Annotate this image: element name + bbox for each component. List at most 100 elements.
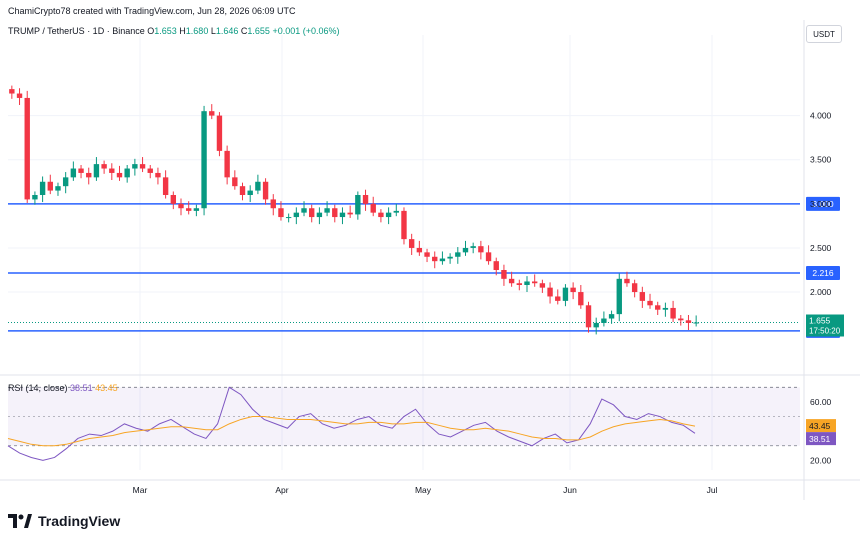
candle-body [209,111,215,116]
candle-body [370,203,376,213]
candle-body [101,164,107,169]
rsi-label: RSI (14, close) [8,383,68,393]
candle-body [332,208,338,218]
candle-body [531,281,538,284]
candle-body [432,256,438,262]
rsi-ma-tag [806,419,836,433]
price-tick-label: 2.500 [810,243,832,253]
open-label: O [147,26,155,36]
candles [9,85,699,335]
candle-body [439,258,446,262]
level-price-label: 2.216 [812,268,834,278]
candle-body [55,186,61,191]
candle-body [293,212,300,218]
candle-body [278,208,284,218]
last-price-label: 1.655 [809,316,831,326]
candle-body [555,296,561,301]
candle-body [109,168,115,173]
candle-body [501,270,507,279]
candle-body [216,115,223,151]
low-value: 1.646 [215,26,239,36]
high-value: 1.680 [185,26,209,36]
candle-body [93,164,100,178]
candle-body [193,208,200,211]
candle-body [124,168,130,178]
candle-body [447,256,453,259]
candle-body [524,281,530,285]
candle-body [178,203,184,209]
candle-body [416,247,423,253]
currency-selector[interactable]: USDT [806,25,842,43]
brand-text: TradingView [38,513,121,529]
candle-body [570,287,576,293]
candle-body [547,287,553,297]
candle-body [339,212,346,218]
rsi-ma-value: 43.45 [95,383,118,393]
rsi-ma-line [7,416,696,447]
time-tick-label: Mar [133,485,148,495]
candle-body [347,212,353,215]
candle-body [662,307,669,310]
candle-body [301,208,307,213]
low-label: L [210,26,216,36]
candle-body [132,164,138,169]
tradingview-logo[interactable]: TradingView [8,513,120,529]
candle-body [239,186,246,195]
high-label: H [179,26,186,36]
candle-body [655,305,661,310]
change-value: +0.001 (+0.06%) [272,26,340,36]
rsi-tick-label: 60.00 [810,397,832,407]
candle-body [424,252,430,257]
chart-attribution: ChamiCrypto78 created with TradingView.c… [8,6,296,16]
candle-body [639,292,646,301]
candle-body [316,212,323,218]
candle-body [324,208,330,213]
candle-body [670,307,676,319]
candle-body [493,261,499,270]
candle-body [539,283,546,288]
candle-body [601,318,607,323]
candle-body [647,300,653,306]
candle-body [285,217,292,219]
level-price-tag [806,266,840,280]
candle-body [147,168,153,173]
candle-body [393,210,399,213]
candle-body [478,246,484,253]
candle-body [355,195,361,215]
rsi-line [7,386,696,461]
candle-body [378,212,384,218]
candle-body [39,181,46,195]
candle-body [116,172,123,178]
candle-body [32,195,38,200]
candle-body [162,177,169,195]
candle-body [616,278,622,315]
symbol-name: TRUMP / TetherUS · 1D · Binance [8,26,145,36]
candle-body [247,190,253,195]
price-tick-label: 4.000 [810,111,832,121]
time-tick-label: Apr [275,485,288,495]
candle-body [508,278,515,284]
candle-body [693,322,699,324]
candle-body [593,322,599,328]
candle-body [9,89,15,94]
candle-body [255,181,261,191]
candle-body [408,239,415,248]
candle-body [70,168,77,178]
rsi-tick-label: 20.00 [810,455,832,465]
candle-body [562,287,569,301]
price-tick-label: 2.000 [810,287,832,297]
rsi-value: 38.51 [70,383,93,393]
candle-body [86,172,92,178]
candle-body [624,278,630,284]
symbol-info: TRUMP / TetherUS · 1D · Binance O1.653 H… [8,26,340,36]
time-tick-label: May [415,485,432,495]
candle-body [139,164,146,169]
open-value: 1.653 [154,26,177,36]
candle-body [16,93,23,98]
time-tick-label: Jul [707,485,718,495]
candle-body [485,252,492,262]
rsi-value-tag [806,432,836,446]
candle-body [585,305,592,328]
